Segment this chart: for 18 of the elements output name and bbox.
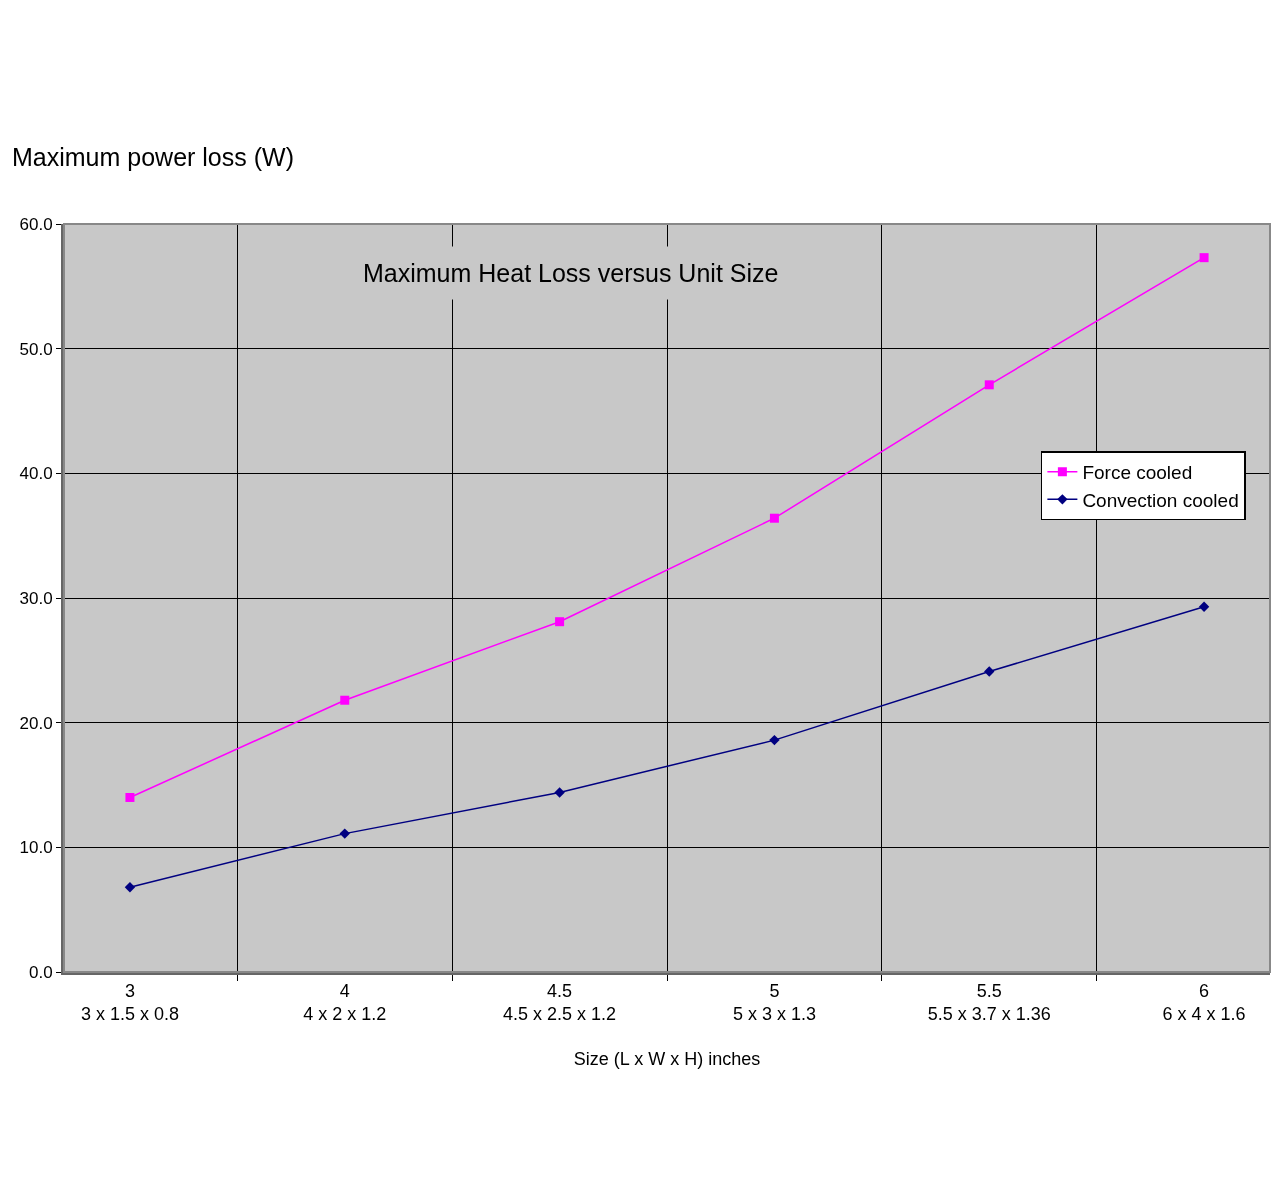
y-tick-label: 20.0 [19, 713, 53, 733]
legend-label: Convection cooled [1082, 489, 1239, 511]
y-tick-label: 30.0 [19, 588, 53, 608]
x-tick-label: 6 6 x 4 x 1.6 [1162, 980, 1246, 1024]
y-tick-label: 10.0 [19, 838, 53, 858]
legend-label: Force cooled [1082, 462, 1193, 484]
y-axis-title: Maximum power loss (W) [12, 143, 294, 171]
x-tick-label: 5.5 5.5 x 3.7 x 1.36 [927, 980, 1051, 1024]
x-axis-title: Size (L x W x H) inches [573, 1049, 761, 1070]
y-tick-label: 0.0 [28, 962, 53, 982]
y-tick-label: 50.0 [19, 339, 53, 359]
y-tick-label: 40.0 [19, 464, 53, 484]
text: Maximum Heat Loss versus Unit Size [363, 259, 779, 287]
x-tick-label: 4.5 4.5 x 2.5 x 1.2 [503, 980, 617, 1024]
x-tick-label: 4 4 x 2 x 1.2 [303, 980, 387, 1024]
x-tick-label: 3 3 x 1.5 x 0.8 [80, 980, 179, 1024]
x-tick-label: 5 5 x 3 x 1.3 [732, 980, 816, 1024]
y-tick-label: 60.0 [19, 214, 53, 234]
